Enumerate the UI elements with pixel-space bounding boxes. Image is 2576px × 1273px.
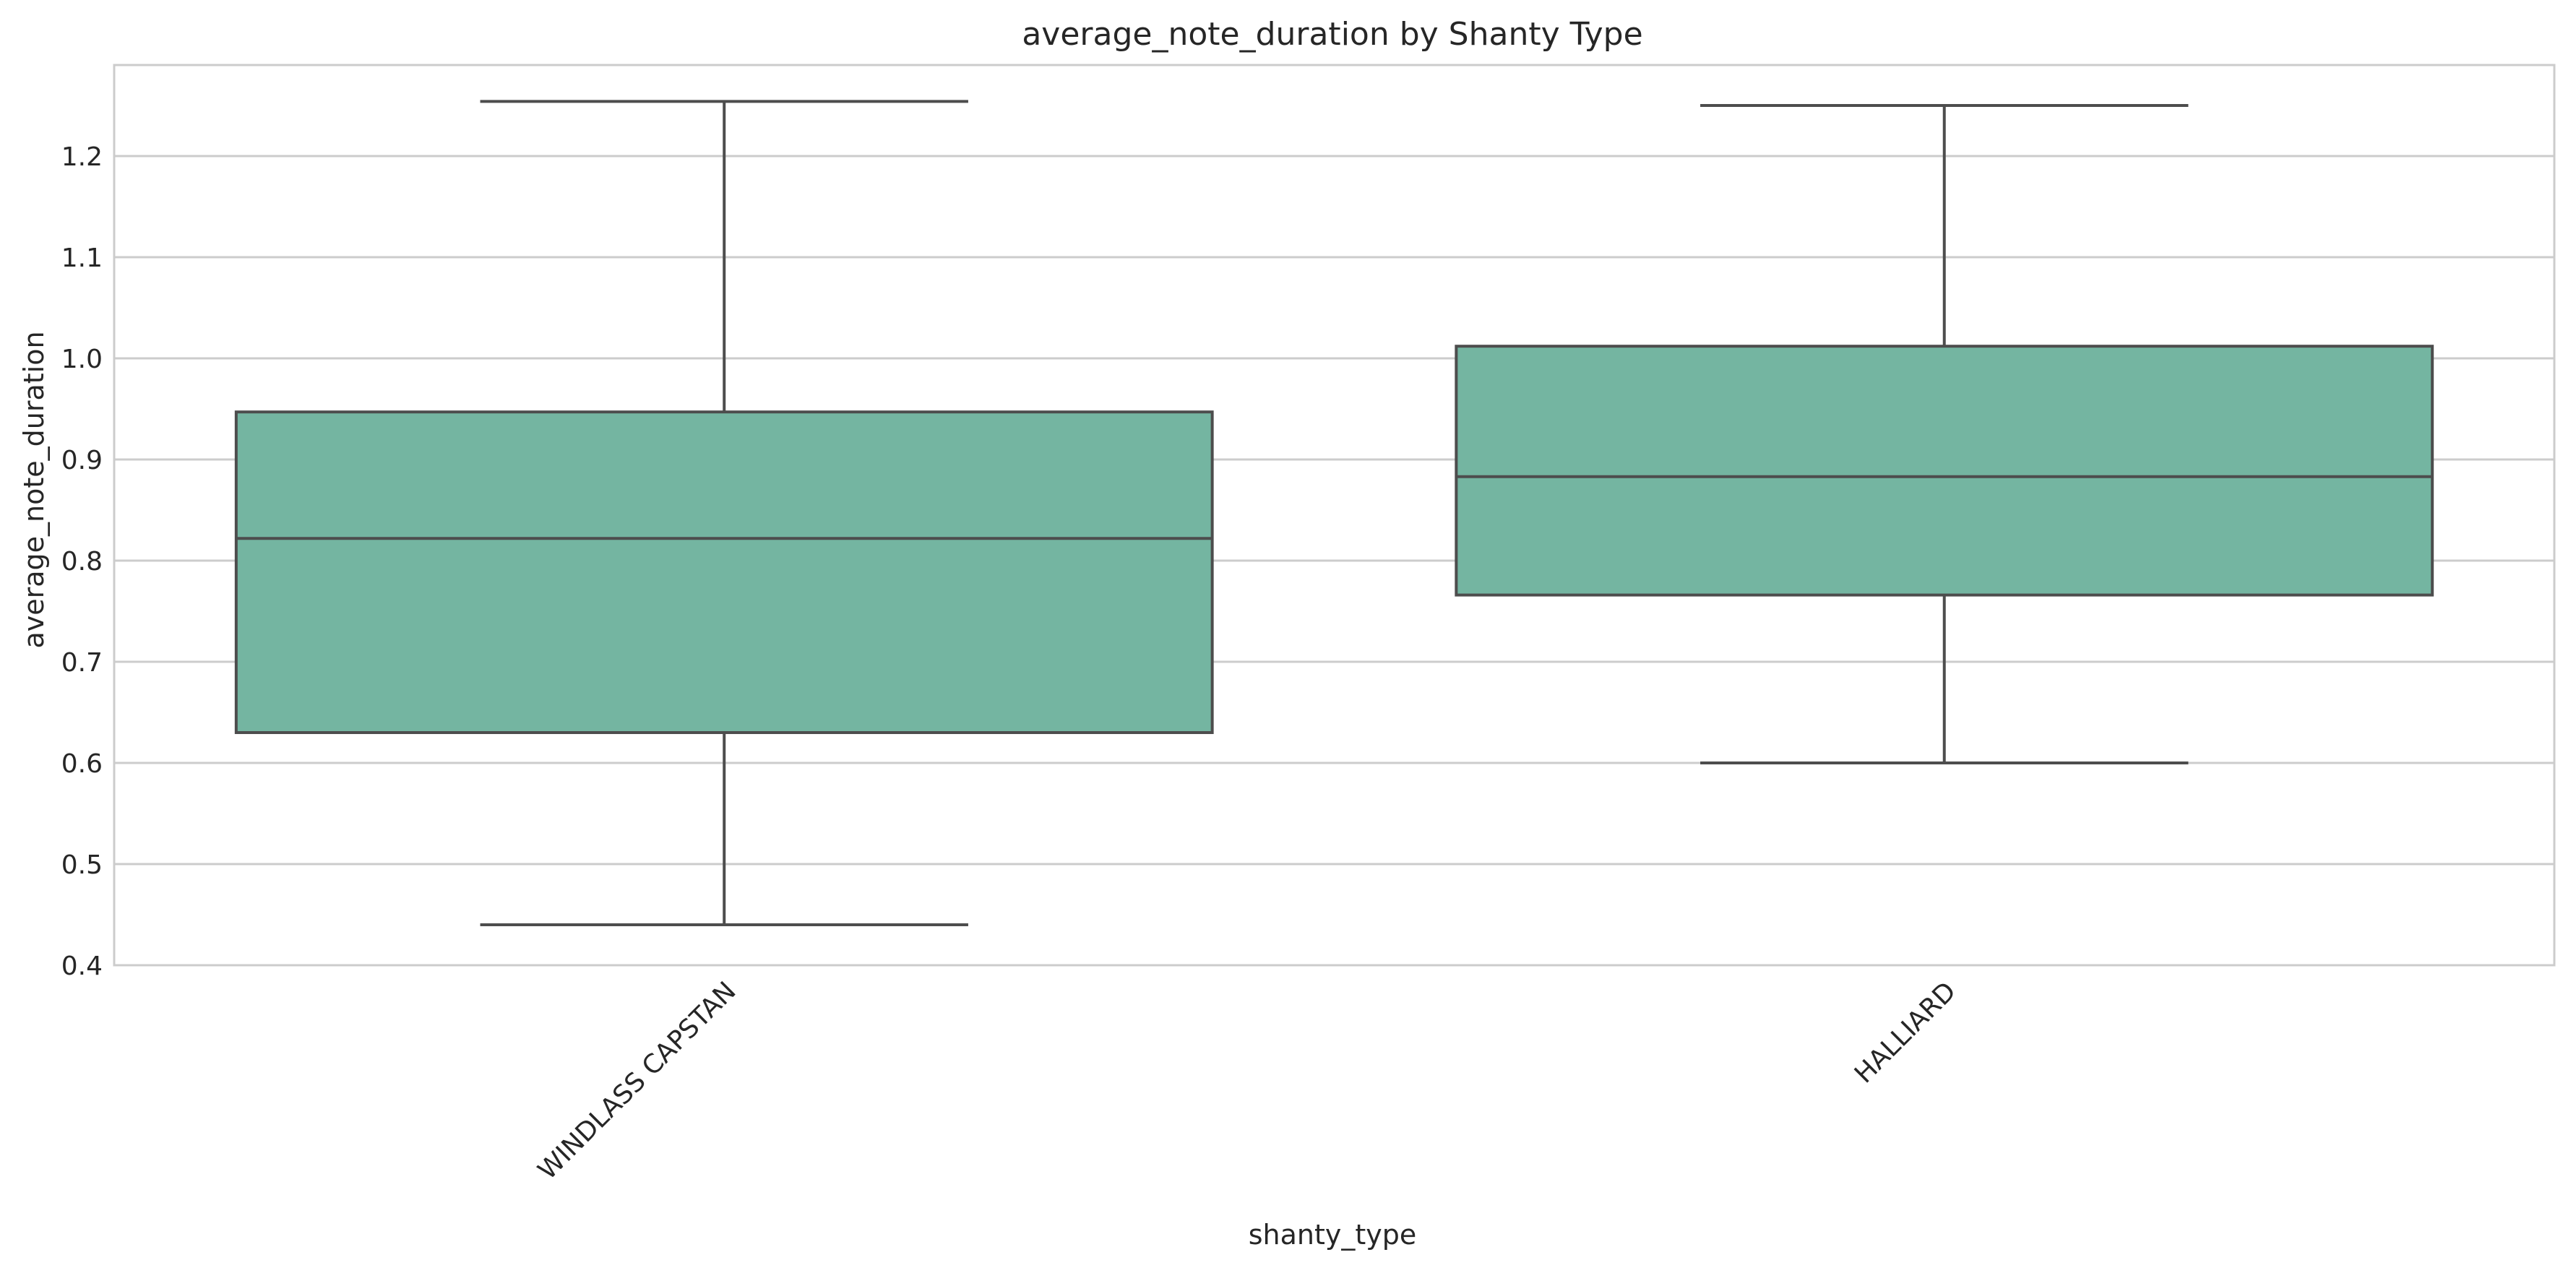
y-tick-label: 0.5 [61, 850, 103, 880]
y-tick-label: 0.8 [61, 547, 103, 577]
plot-area-frame [113, 64, 2556, 967]
x-axis-label: shanty_type [1249, 1219, 1417, 1251]
iqr-box [234, 410, 1214, 734]
y-tick-label: 1.0 [61, 345, 103, 374]
y-tick-label: 0.4 [61, 951, 103, 981]
y-tick-label: 0.6 [61, 749, 103, 779]
iqr-box [1455, 345, 2434, 597]
y-tick-label: 0.7 [61, 648, 103, 678]
box-2 [1455, 104, 2434, 764]
y-axis-ticks: 0.4 0.5 0.6 0.7 0.8 0.9 1.0 1.1 1.2 [61, 142, 103, 981]
y-axis-label: average_note_duration [18, 331, 50, 648]
y-tick-label: 1.2 [61, 142, 103, 172]
box-series [234, 100, 2434, 926]
y-tick-label: 1.1 [61, 243, 103, 273]
box-1 [234, 100, 1214, 926]
y-tick-label: 0.9 [61, 446, 103, 475]
chart-title: average_note_duration by Shanty Type [1022, 16, 1642, 53]
